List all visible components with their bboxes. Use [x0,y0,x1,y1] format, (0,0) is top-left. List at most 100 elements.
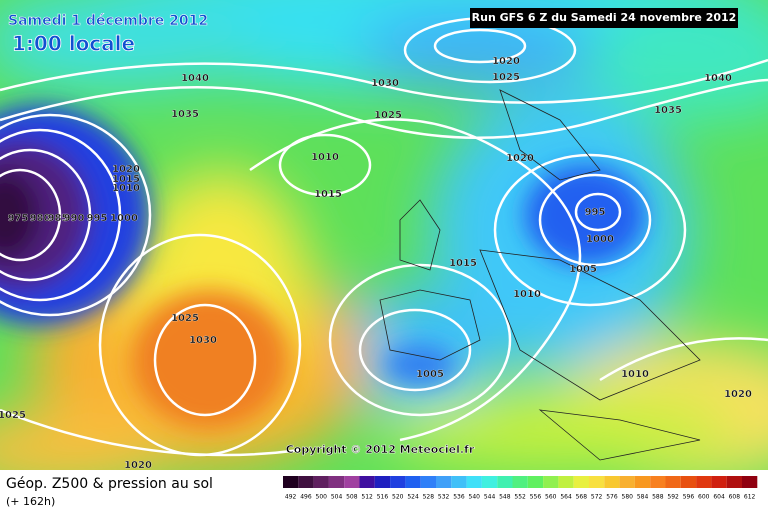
scale-label: 584 [637,494,649,501]
isobar-label: 1010 [621,369,649,380]
isobar-label: 1030 [371,78,399,89]
scale-swatch [466,476,482,488]
scale-swatch [451,476,467,488]
scale-label: 504 [331,494,343,501]
isobar-label: 1025 [171,313,199,324]
scale-label: 548 [499,494,511,501]
time: 1:00 locale [12,32,135,56]
isobar-label: 1015 [112,174,140,185]
scale-swatch [359,476,375,488]
scale-swatch [390,476,406,488]
date: Samedi 1 décembre 2012 [8,13,208,29]
scale-swatch [543,476,559,488]
isobar-label: 1040 [704,73,732,84]
scale-swatch [634,476,651,488]
isobar-label: 1000 [110,213,138,224]
legend-title: Géop. Z500 & pression au sol [6,476,213,492]
scale-swatch [573,476,589,488]
scale-swatch [436,476,452,488]
scale-label: 600 [698,494,710,501]
isobar-label: 1000 [586,234,614,245]
isobar-label: 1020 [492,56,520,67]
scale-label: 568 [576,494,588,501]
scale-swatch [726,476,742,488]
scale-swatch [742,476,758,488]
isobar-label: 1020 [506,153,534,164]
scale-swatch [650,476,666,488]
scale-swatch [298,476,314,488]
scale-swatch [313,476,329,488]
scale-label: 528 [423,494,435,501]
isobar-label: 990 [64,213,85,224]
isobar-label: 1020 [124,460,152,471]
scale-swatch [696,476,712,488]
isobar-label: 1015 [449,258,477,269]
scale-swatch [604,476,620,488]
scale-swatch [558,476,574,488]
run-box [470,8,738,28]
scale-label: 508 [346,494,358,501]
scale-swatch [665,476,681,488]
scale-swatch [481,476,498,488]
scale-swatch [328,476,345,488]
scale-label: 580 [622,494,634,501]
scale-label: 532 [438,494,450,501]
scale-swatch [374,476,391,488]
isobar-label: 1025 [0,410,26,421]
scale-swatch [405,476,421,488]
scale-label: 560 [545,494,557,501]
header: Samedi 1 décembre 2012 1:00 locale Run G… [8,8,738,456]
isobar-label: 1025 [492,72,520,83]
scale-label: 520 [392,494,404,501]
scale-label: 512 [361,494,373,501]
isobar-label: 995 [87,213,108,224]
isobar-label: 1035 [654,105,682,116]
isobar-label: 1015 [314,189,342,200]
isobar-label: 985 [48,213,69,224]
isobar-label: 1005 [416,369,444,380]
isobar-label: 1035 [171,109,199,120]
isobar-label: 1010 [513,289,541,300]
scale-label: 588 [652,494,664,501]
isobar-label: 1010 [311,152,339,163]
scale-swatch [420,476,436,488]
scale-label: 592 [667,494,679,501]
land-outline [379,89,701,461]
scale-label: 572 [591,494,603,501]
scale-swatch [711,476,727,488]
scale-label: 540 [469,494,481,501]
scale-swatch [344,476,360,488]
isobar-label: 1010 [112,183,140,194]
legend-subtitle: (+ 162h) [6,495,55,508]
isobar-label: 1020 [724,389,752,400]
scale-swatch [680,476,697,488]
scale-label: 492 [285,494,297,501]
scale-label: 604 [713,494,725,501]
scale-swatch [619,476,635,488]
isobar-label: 995 [585,207,606,218]
scale-label: 496 [300,494,312,501]
scale-label: 576 [606,494,618,501]
scale-label: 564 [560,494,572,501]
scale-label: 500 [316,494,328,501]
isobar-labels: 1040 1035 1030 1025 1020 1025 1040 1035 1020 1010… [0,56,752,471]
legend: Géop. Z500 & pression au sol (+ 162h) 49… [0,470,768,512]
isobar-label: 980 [30,213,51,224]
isobar-label: 1005 [569,264,597,275]
scale-swatch [497,476,513,488]
scale-label: 596 [683,494,695,501]
isobar-label: 1020 [112,164,140,175]
isobar-label: 975 [8,213,29,224]
scale-label: 552 [514,494,526,501]
isobars [0,16,768,457]
scale-label: 516 [377,494,389,501]
scale-swatch [512,476,528,488]
scale-label: 536 [453,494,465,501]
isobar-label: 1030 [189,335,217,346]
scale-label: 612 [744,494,756,501]
isobar-label: 1040 [181,73,209,84]
run: Run GFS 6 Z du Samedi 24 novembre 2012 [472,11,737,24]
scale-label: 544 [484,494,496,501]
scale-label: 608 [729,494,741,501]
